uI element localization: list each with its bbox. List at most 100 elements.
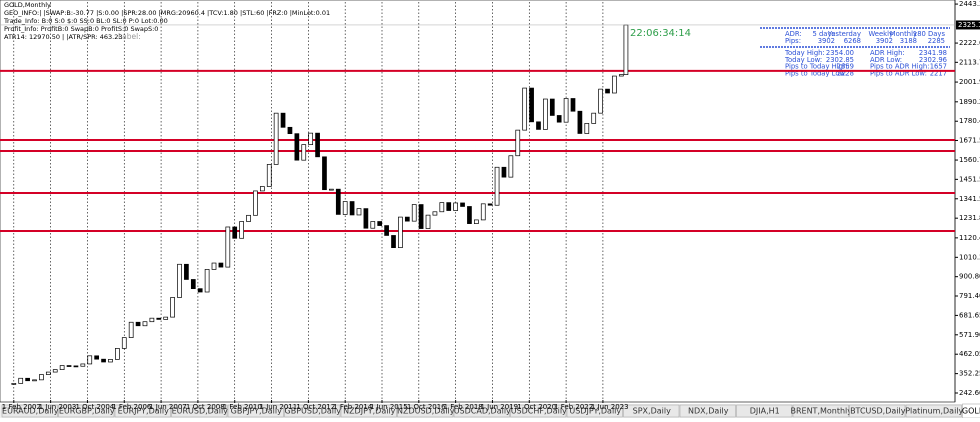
candle xyxy=(191,279,195,288)
x-tick-label: 1 Jun 2015 xyxy=(370,403,408,411)
candle xyxy=(350,202,354,215)
candle xyxy=(571,98,575,111)
candle xyxy=(281,113,285,127)
candle xyxy=(316,133,320,157)
info-line: GEO_INFO:| |SWAP:B:-30.77 |S:0.00 |SPR:2… xyxy=(4,9,330,17)
candle xyxy=(260,187,264,191)
candle xyxy=(578,111,582,133)
candle xyxy=(81,364,85,366)
candle xyxy=(184,264,188,279)
candle xyxy=(198,289,202,292)
candle xyxy=(74,366,78,367)
x-tick-label: 1 Jun 2023 xyxy=(591,403,629,411)
candle xyxy=(60,366,64,370)
y-tick-label: 1780.40 xyxy=(959,117,980,125)
candle xyxy=(122,338,126,349)
candle xyxy=(624,25,628,75)
candle xyxy=(502,167,506,177)
y-tick-label: 2443.3 xyxy=(959,0,980,8)
tab-label[interactable]: BRENT,Monthly xyxy=(790,407,852,416)
candle xyxy=(481,204,485,220)
candle xyxy=(240,222,244,239)
candle xyxy=(585,123,589,133)
tab-label[interactable]: Platinum,Daily xyxy=(905,407,963,416)
candle xyxy=(226,227,230,267)
info-line: Trade_Info: B:0 S:0 $:0 SS:0 BL:0 SL:0 P… xyxy=(3,17,168,25)
tab-label[interactable]: BTCUSD,Daily xyxy=(850,407,906,416)
y-tick-label: 1341.55 xyxy=(959,195,980,203)
candle xyxy=(461,203,465,207)
candle xyxy=(467,206,471,223)
x-tick-label: 1 Oct 2020 xyxy=(517,403,556,411)
info-line: ATR14: 12970.50 | |ATR/SPR: 463.23 xyxy=(4,33,122,41)
candle xyxy=(302,145,306,161)
candle xyxy=(336,189,340,214)
candle xyxy=(177,264,181,297)
candle xyxy=(115,348,119,359)
x-tick-label: 1 Feb 2006 xyxy=(112,403,152,411)
candle xyxy=(102,359,106,362)
candle xyxy=(426,215,430,228)
candle xyxy=(39,375,43,380)
candle xyxy=(295,134,299,161)
y-tick-label: 462.05 xyxy=(959,350,980,358)
candle xyxy=(619,75,623,76)
y-tick-label: 1671.55 xyxy=(959,136,980,144)
candle xyxy=(171,297,175,317)
x-tick-label: 1 Feb 2002 xyxy=(2,403,41,411)
candle xyxy=(108,359,112,362)
tab-label[interactable]: DJIA,H1 xyxy=(750,407,780,416)
candle xyxy=(53,370,57,372)
candle xyxy=(378,222,382,226)
adr-cell: 6268 xyxy=(844,37,861,45)
adr-cell: 3188 xyxy=(900,37,917,45)
candle xyxy=(550,99,554,115)
candle xyxy=(509,156,513,177)
candle xyxy=(164,317,168,319)
adr-cell: 3902 xyxy=(876,37,893,45)
y-tick-label: 1231.80 xyxy=(959,214,980,222)
y-tick-label: 1010.30 xyxy=(959,253,980,261)
x-tick-label: 1 Feb 2014 xyxy=(333,403,373,411)
candle xyxy=(288,127,292,133)
y-tick-label: 2222.60 xyxy=(959,39,980,47)
y-tick-label: 1120.40 xyxy=(959,234,980,242)
candle xyxy=(219,263,223,267)
x-tick-label: 1 Oct 2016 xyxy=(407,403,446,411)
candle xyxy=(12,383,16,384)
candle xyxy=(536,122,540,130)
y-tick-label: 1890.20 xyxy=(959,98,980,106)
candle xyxy=(612,76,616,93)
candle xyxy=(557,115,561,122)
candle xyxy=(136,322,140,326)
candle xyxy=(440,203,444,212)
candle xyxy=(543,99,547,129)
candle xyxy=(433,212,437,215)
candle xyxy=(150,318,154,322)
x-tick-label: 1 Jun 2003 xyxy=(39,403,77,411)
candle xyxy=(343,202,347,215)
candle xyxy=(488,204,492,205)
candle xyxy=(19,378,23,383)
y-tick-label: 681.65 xyxy=(959,311,980,319)
tab-label[interactable]: NDX,Daily xyxy=(688,407,729,416)
candle xyxy=(516,130,520,156)
tab-label[interactable]: SPX,Daily xyxy=(633,407,671,416)
x-tick-label: 1 Jun 2007 xyxy=(149,403,187,411)
candle xyxy=(530,88,534,122)
candle xyxy=(592,113,596,123)
x-tick-label: 1 Oct 2004 xyxy=(75,403,114,411)
candle xyxy=(33,380,37,381)
candle xyxy=(205,269,209,292)
candle xyxy=(247,215,251,221)
candle xyxy=(474,220,478,224)
y-tick-label: 2113.70 xyxy=(959,58,980,66)
candle xyxy=(95,356,99,359)
adr-cell: 3902 xyxy=(818,37,835,45)
x-tick-label: 1 Feb 2010 xyxy=(223,403,262,411)
candle xyxy=(46,372,50,374)
candle xyxy=(274,113,278,164)
tab-label[interactable]: GOLD,Monthly xyxy=(962,407,980,416)
